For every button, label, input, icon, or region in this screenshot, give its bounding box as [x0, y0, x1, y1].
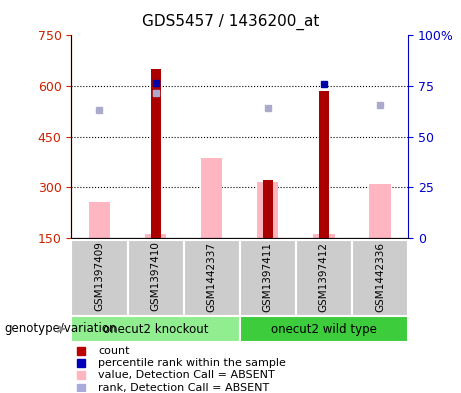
Text: onecut2 knockout: onecut2 knockout	[103, 323, 208, 336]
Bar	[71, 240, 128, 316]
Bar	[151, 69, 160, 238]
Text: GSM1397411: GSM1397411	[263, 242, 273, 312]
Text: genotype/variation: genotype/variation	[5, 322, 117, 336]
Bar	[369, 184, 390, 238]
Bar	[257, 182, 278, 238]
Text: GSM1397410: GSM1397410	[151, 242, 160, 311]
Text: percentile rank within the sample: percentile rank within the sample	[98, 358, 286, 368]
Text: GSM1442336: GSM1442336	[375, 242, 385, 312]
Text: GSM1442337: GSM1442337	[207, 242, 217, 312]
Bar	[71, 316, 240, 342]
Bar	[201, 158, 222, 238]
Text: GDS5457 / 1436200_at: GDS5457 / 1436200_at	[142, 14, 319, 30]
Bar	[89, 202, 110, 238]
Bar	[240, 316, 408, 342]
Bar	[313, 234, 335, 238]
Bar	[128, 240, 183, 316]
Bar	[319, 91, 329, 238]
Text: onecut2 wild type: onecut2 wild type	[271, 323, 377, 336]
Text: value, Detection Call = ABSENT: value, Detection Call = ABSENT	[98, 370, 275, 380]
Bar	[263, 180, 273, 238]
Text: GSM1397412: GSM1397412	[319, 242, 329, 312]
Text: GSM1397409: GSM1397409	[95, 242, 105, 311]
Text: rank, Detection Call = ABSENT: rank, Detection Call = ABSENT	[98, 383, 270, 393]
Text: count: count	[98, 346, 130, 356]
Bar	[240, 240, 296, 316]
Bar	[352, 240, 408, 316]
Bar	[145, 234, 166, 238]
Bar	[183, 240, 240, 316]
Bar	[296, 240, 352, 316]
